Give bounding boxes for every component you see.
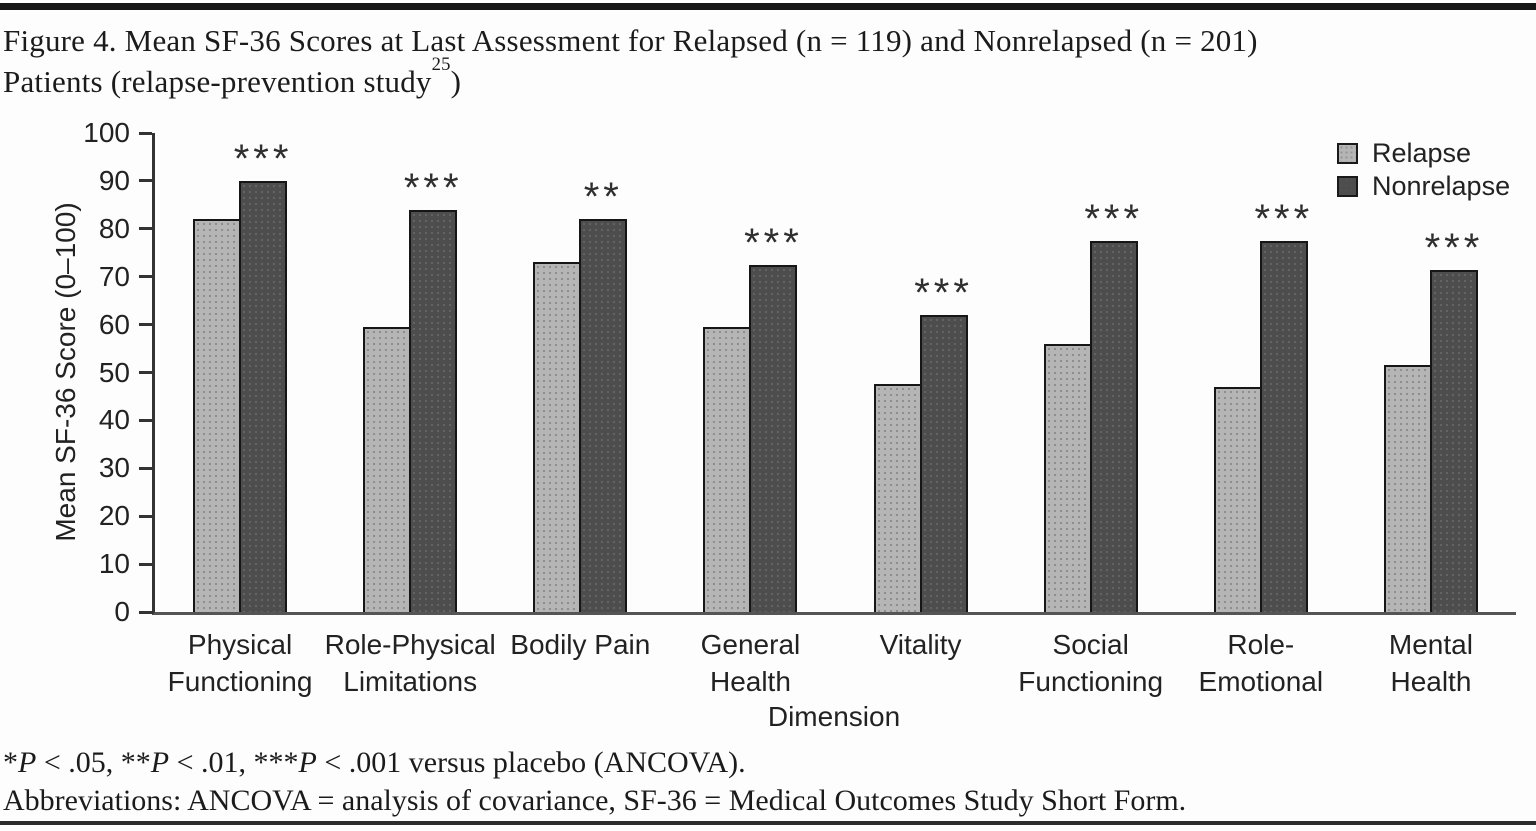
y-tick — [139, 131, 152, 135]
figure-title: Figure 4. Mean SF-36 Scores at Last Asse… — [3, 20, 1523, 102]
text-run: * — [3, 746, 18, 779]
y-tick — [139, 418, 152, 422]
bar-groups: *** Physical Functioning *** Role-Physical … — [155, 133, 1516, 697]
bar-relapse-2 — [533, 262, 582, 612]
bar-relapse-7 — [1383, 365, 1432, 612]
abbreviations-footnote: Abbreviations: ANCOVA = analysis of cova… — [3, 784, 1187, 817]
y-tick-label: 90 — [98, 164, 130, 196]
bar-group: ** Bodily Pain — [495, 133, 665, 660]
top-rule — [0, 3, 1536, 10]
y-tick — [139, 562, 152, 566]
legend-row: Nonrelapse — [1337, 173, 1510, 200]
y-tick — [139, 371, 152, 374]
y-tick — [139, 227, 152, 231]
y-tick-label: 60 — [98, 308, 130, 340]
significance-marker: *** — [1084, 196, 1144, 241]
bar-group: *** Social Functioning — [1006, 133, 1176, 697]
x-axis-title: Dimension — [767, 701, 901, 732]
bar-nonrelapse-6 — [1259, 240, 1308, 612]
bar-nonrelapse-5 — [1089, 240, 1138, 612]
y-tick — [139, 610, 152, 614]
x-category-label: Role- Emotional — [1198, 629, 1324, 697]
italic-run: P — [298, 746, 317, 779]
x-category-label: Mental Health — [1388, 629, 1473, 697]
bar-nonrelapse-7 — [1429, 269, 1478, 612]
x-category-label: Physical Functioning — [167, 629, 313, 697]
bar-relapse-4 — [873, 384, 922, 612]
y-tick-label: 80 — [98, 212, 130, 244]
significance-marker: *** — [914, 271, 973, 316]
italic-run: P — [18, 746, 37, 779]
bar-nonrelapse-2 — [579, 219, 628, 612]
significance-marker: *** — [1254, 196, 1314, 241]
legend-label: Relapse — [1372, 138, 1472, 168]
y-tick-label: 30 — [98, 452, 130, 484]
bar-group: *** Role-Physical Limitations — [325, 133, 496, 697]
significance-marker: *** — [744, 220, 803, 265]
y-tick-label: 40 — [98, 404, 130, 436]
bar-group: *** Role- Emotional — [1176, 133, 1346, 697]
bar-group: *** Mental Health — [1346, 133, 1516, 697]
legend-swatch-relapse — [1337, 143, 1358, 164]
bar-relapse-3 — [703, 327, 752, 612]
y-tick-label: 10 — [98, 548, 130, 580]
y-tick — [139, 179, 152, 183]
y-tick — [139, 323, 152, 327]
text-run: < .01, *** — [169, 746, 299, 779]
bottom-rule — [0, 821, 1536, 825]
italic-run: P — [150, 746, 170, 779]
y-tick-label: 20 — [98, 500, 130, 532]
legend: Relapse Nonrelapse — [1337, 140, 1510, 206]
y-tick — [139, 275, 152, 279]
x-category-label: General Health — [700, 629, 801, 697]
y-tick-label: 50 — [98, 356, 130, 388]
bar-relapse-6 — [1213, 386, 1262, 612]
bar-relapse-1 — [363, 327, 412, 612]
significance-footnote: *P < .05, **P < .01, ***P < .001 versus … — [3, 746, 1523, 780]
significance-marker: ** — [583, 175, 623, 220]
text-run: < .05, ** — [36, 746, 151, 779]
bar-group: *** General Health — [665, 133, 835, 697]
y-tick — [139, 514, 152, 518]
bar-group: *** Vitality — [836, 133, 1006, 660]
significance-marker: *** — [403, 165, 463, 210]
bar-nonrelapse-3 — [749, 264, 798, 612]
significance-marker: *** — [233, 136, 293, 181]
bar-relapse-0 — [193, 219, 242, 612]
figure-title-line-1: Figure 4. Mean SF-36 Scores at Last Asse… — [3, 23, 1258, 58]
legend-swatch-nonrelapse — [1337, 176, 1358, 197]
legend-label: Nonrelapse — [1372, 171, 1511, 201]
figure-title-line-2: Patients (relapse-prevention study25) — [3, 56, 462, 99]
y-tick-label: 100 — [83, 117, 130, 148]
x-category-label: Role-Physical Limitations — [324, 629, 496, 697]
bar-nonrelapse-4 — [919, 315, 968, 612]
text-run: Patients (relapse-prevention study — [3, 64, 432, 99]
x-category-label: Bodily Pain — [510, 629, 651, 660]
significance-marker: *** — [1424, 225, 1484, 270]
y-tick — [139, 466, 152, 470]
bar-nonrelapse-0 — [239, 180, 288, 612]
bar-group: *** Physical Functioning — [155, 133, 325, 697]
y-tick-label: 0 — [114, 596, 130, 627]
legend-row: Relapse — [1337, 140, 1510, 167]
text-run: ) — [450, 64, 462, 99]
text-run: < .001 versus placebo (ANCOVA). — [316, 746, 746, 779]
bar-nonrelapse-1 — [409, 209, 458, 612]
x-category-label: Vitality — [879, 629, 962, 660]
y-tick-label: 70 — [98, 260, 130, 292]
superscript: 25 — [431, 54, 451, 76]
bar-relapse-5 — [1043, 343, 1092, 612]
plot-area: *** Physical Functioning *** Role-Physical … — [83, 117, 1516, 697]
x-category-label: Social Functioning — [1018, 629, 1164, 697]
